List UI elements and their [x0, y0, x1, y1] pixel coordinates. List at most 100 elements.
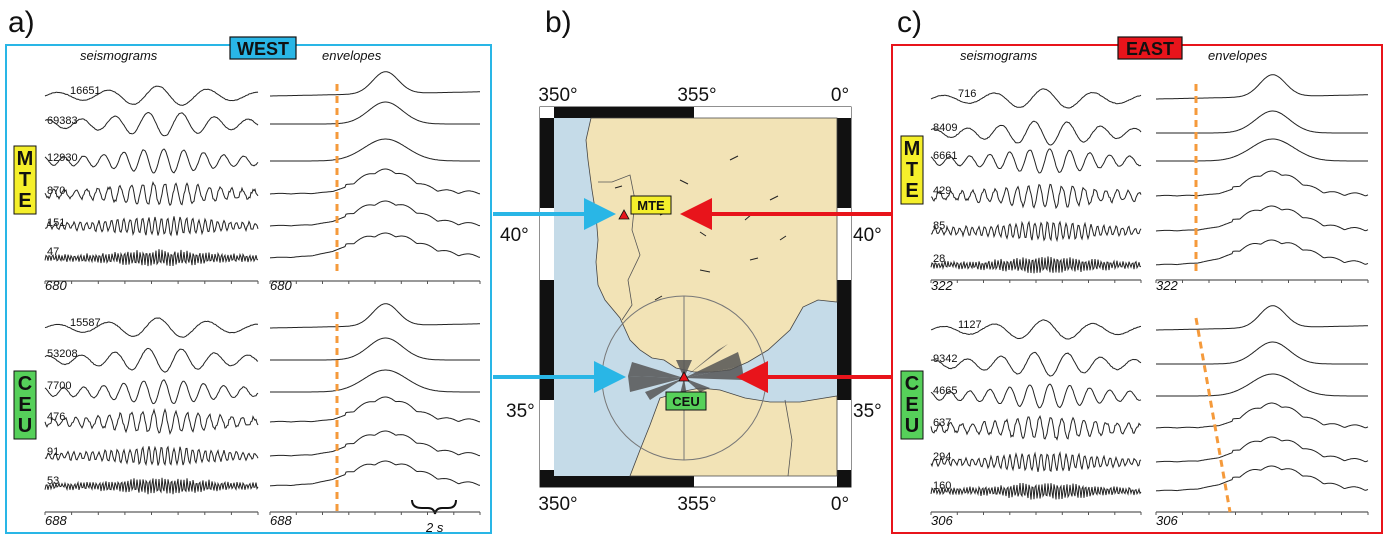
seismogram-trace [930, 415, 1142, 441]
seismogram-trace [44, 445, 259, 467]
panel-a-ceu-letter-1: C [18, 373, 32, 395]
seismogram-trace [44, 347, 259, 373]
envelope-trace [1156, 341, 1368, 365]
panel-c-header-envelopes: envelopes [1208, 48, 1268, 63]
panel-c-ceu-letter-3: U [905, 415, 919, 437]
lon-label-bottom-3: 0° [831, 494, 849, 515]
envelope-trace [1155, 170, 1369, 197]
envelope-trace [269, 460, 480, 487]
panel-c-mte-letter-1: M [904, 138, 921, 160]
lat-label-right-35: 35° [853, 401, 882, 422]
seismogram-trace [930, 148, 1142, 174]
seismogram-trace [930, 88, 1142, 109]
seismogram-trace [930, 450, 1142, 473]
west-tag: WEST [237, 39, 289, 59]
panel-c-ceu-letter-1: C [905, 373, 919, 395]
envelope-trace [270, 101, 480, 125]
seismogram-trace [930, 482, 1142, 500]
panel-a-mte-box [13, 145, 37, 215]
lon-label-top-2: 355° [677, 85, 716, 106]
map-border-right-seg3 [837, 470, 851, 487]
ceu-station-label: CEU [672, 394, 699, 409]
lon-label-bottom-1: 350° [538, 494, 577, 515]
panel-c-mte-amp-1: 716 [958, 88, 976, 100]
envelope-trace [1156, 138, 1368, 162]
panel-a-mte-amp-1: 16651 [70, 85, 101, 97]
panel-c-mte-amp-3: 6661 [933, 150, 957, 162]
map-border-left-seg3 [540, 470, 554, 487]
seismogram-trace [930, 183, 1142, 210]
east-tag-box [1117, 36, 1183, 60]
panel-a-header-envelopes: envelopes [322, 48, 382, 63]
panel-c-mte-foot-right: 322 [1156, 278, 1178, 293]
seismogram-trace [44, 85, 259, 106]
panel-a-mte-amp-3: 12930 [47, 152, 78, 164]
east-tag: EAST [1126, 39, 1174, 59]
envelope-trace [270, 138, 480, 162]
map-border-bottom-black [554, 476, 694, 487]
seismogram-trace [930, 351, 1142, 377]
panel-a-ceu-letter-2: E [18, 394, 31, 416]
panel-a-ceu-box [13, 370, 37, 440]
envelope-trace [269, 232, 480, 259]
envelope-trace [1155, 205, 1369, 232]
panel-c-ceu-amp-2: 9342 [933, 353, 957, 365]
map-africa [629, 387, 838, 477]
seismogram-trace [930, 256, 1142, 274]
panel-c-letter: c) [897, 6, 922, 39]
panel-b-letter: b) [545, 6, 572, 39]
panel-c-mte-amp-2: 8409 [933, 122, 957, 134]
scale-label: 2 s [425, 520, 444, 535]
panel-a-ceu-foot-right: 688 [270, 513, 292, 528]
panel-a-mte-letter-3: E [18, 190, 31, 212]
panel-a-mte-amp-4: 870 [47, 185, 65, 197]
envelope-trace [269, 200, 480, 227]
scale-brace [411, 499, 457, 515]
ceu-station-box [665, 391, 707, 411]
panel-a-ceu-letter-3: U [18, 415, 32, 437]
envelope-trace [270, 369, 480, 393]
seismogram-trace [930, 120, 1142, 146]
lat-label-right-40: 40° [853, 225, 882, 246]
envelope-trace [270, 337, 480, 361]
panel-c-ceu-amp-1: 1127 [958, 319, 982, 331]
panel-c-mte-letter-3: E [905, 180, 918, 202]
envelope-trace [270, 71, 480, 97]
lon-label-top-3: 0° [831, 85, 849, 106]
panel-c-ceu-amp-6: 160 [933, 480, 951, 492]
lon-label-top-1: 350° [538, 85, 577, 106]
panel-a-mte-foot-left: 680 [45, 278, 67, 293]
panel-a-mte-letter-2: T [19, 169, 31, 191]
map-border-top-black [554, 107, 694, 118]
mte-station-label: MTE [637, 198, 665, 213]
panel-a-header-seismograms: seismograms [80, 48, 158, 63]
panel-c-ceu-foot-left: 306 [931, 513, 953, 528]
seismogram-trace [44, 148, 259, 174]
seismogram-trace [930, 319, 1142, 340]
panel-c-mte-amp-4: 429 [933, 185, 951, 197]
seismogram-trace [44, 477, 259, 495]
map-border-left-seg1 [540, 118, 554, 208]
panel-c-ceu-letter-2: E [905, 394, 918, 416]
panel-c-header-seismograms: seismograms [960, 48, 1038, 63]
panel-c-mte-foot-left: 322 [931, 278, 953, 293]
envelope-trace [270, 303, 480, 329]
seismogram-trace [44, 379, 259, 405]
panel-c-ceu-foot-right: 306 [1156, 513, 1178, 528]
panel-a-ceu-amp-5: 91 [47, 446, 59, 458]
envelope-trace [269, 168, 481, 195]
panel-a-frame [5, 44, 492, 534]
seismogram-trace [44, 216, 259, 237]
seismogram-trace [930, 383, 1142, 409]
panel-a-ceu-amp-1: 15587 [70, 317, 101, 329]
panel-c-mte-box [900, 135, 924, 205]
lat-label-left-35: 35° [506, 401, 535, 422]
seismogram-trace [930, 220, 1142, 243]
envelope-trace [1155, 465, 1369, 492]
panel-a-letter: a) [8, 6, 35, 39]
panel-a-ceu-foot-left: 688 [45, 513, 67, 528]
envelope-trace [1156, 305, 1368, 331]
map-border-right-seg2 [837, 280, 851, 400]
map-border-top-white [694, 107, 837, 118]
